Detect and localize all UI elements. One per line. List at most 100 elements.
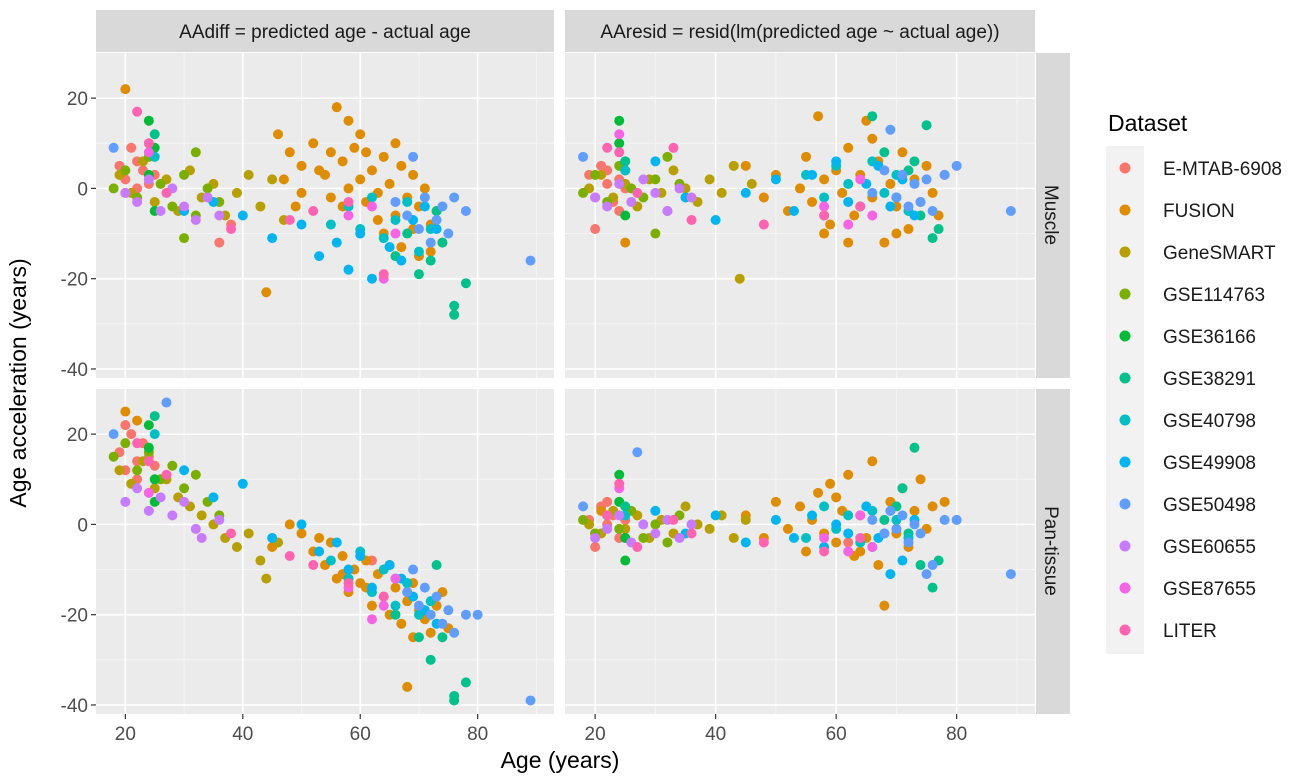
point-FUSION [879,600,890,611]
point-LITER [308,205,319,216]
point-GSE114763 [167,460,178,471]
point-FUSION [337,156,348,167]
panel-muscle_AAdiff [96,53,554,378]
point-E-MTAB-6908 [843,537,854,548]
facet-label-row-1: Muscle [1040,185,1061,245]
point-LITER [632,187,643,198]
point-GSE50498 [419,192,430,203]
point-GSE50498 [885,124,896,135]
point-GSE38291 [425,255,436,266]
point-GSE60655 [602,523,613,534]
point-FUSION [813,111,824,122]
point-GSE49908 [788,532,799,543]
point-FUSION [758,192,769,203]
point-GSE50498 [927,560,938,571]
point-GeneSMART [255,555,266,566]
point-LITER [226,224,237,235]
legend-key-FUSION [1119,204,1131,216]
point-GSE50498 [927,205,938,216]
point-GSE87655 [867,541,878,552]
point-LITER [758,537,769,548]
point-GSE49908 [296,519,307,530]
point-GSE38291 [915,560,926,571]
legend-key-E-MTAB-6908 [1119,162,1131,174]
y-tick-label: 20 [67,89,88,110]
point-GSE50498 [903,201,914,212]
point-LITER [284,215,295,226]
point-GSE50498 [437,201,448,212]
point-GSE60655 [590,532,601,543]
point-GSE114763 [614,523,625,534]
point-GeneSMART [255,201,266,212]
point-GSE50498 [443,228,454,239]
point-LITER [855,201,866,212]
point-GSE38291 [620,501,631,512]
point-FUSION [801,151,812,162]
point-GSE40798 [620,165,631,176]
point-GSE87655 [143,147,154,158]
point-GSE49908 [331,537,342,548]
point-GeneSMART [734,273,745,284]
point-GSE38291 [879,514,890,525]
point-GSE49908 [897,555,908,566]
point-GSE60655 [650,187,661,198]
point-GSE36166 [149,474,160,485]
point-GeneSMART [740,514,751,525]
point-FUSION [843,237,854,248]
point-E-MTAB-6908 [214,237,225,248]
legend-key-GSE40798 [1119,414,1131,426]
point-GSE36166 [620,555,631,566]
point-FUSION [620,237,631,248]
point-GSE114763 [120,438,131,449]
point-GSE60655 [155,205,166,216]
point-FUSION [325,192,336,203]
x-axis-title: Age (years) [501,747,620,773]
point-GSE40798 [149,429,160,440]
point-LITER [819,546,830,557]
point-GSE40798 [402,196,413,207]
point-GSE49908 [396,255,407,266]
point-GSE60655 [179,201,190,212]
point-FUSION [897,147,908,158]
point-GSE49908 [384,560,395,571]
point-GSE50498 [431,215,442,226]
point-GSE60655 [674,532,685,543]
point-GSE38291 [867,111,878,122]
point-GSE60655 [179,496,190,507]
legend-label-E-MTAB-6908: E-MTAB-6908 [1163,159,1282,180]
point-GeneSMART [114,465,125,476]
point-FUSION [825,478,836,489]
point-FUSION [819,174,830,185]
point-GSE36166 [620,210,631,221]
point-LITER [819,210,830,221]
point-LITER [686,215,697,226]
point-GSE38291 [431,560,442,571]
point-GSE60655 [650,528,661,539]
legend-key-LITER [1119,624,1131,636]
point-FUSION [813,487,824,498]
facet-label-col-2: AAresid = resid(lm(predicted age ~ actua… [600,22,999,43]
point-GSE49908 [366,582,377,593]
point-FUSION [325,147,336,158]
point-GSE40798 [378,233,389,244]
point-GSE38291 [933,224,944,235]
legend-key-GSE36166 [1119,330,1131,342]
point-GSE50498 [897,169,908,180]
point-FUSION [909,505,920,516]
point-GSE114763 [108,183,119,194]
y-tick-label: -40 [61,360,88,381]
point-FUSION [308,138,319,149]
point-GSE87655 [343,210,354,221]
legend-key-GeneSMART [1119,246,1131,258]
point-GSE38291 [927,582,938,593]
point-GSE50498 [472,609,483,620]
point-FUSION [801,546,812,557]
point-GSE50498 [408,564,419,575]
point-FUSION [296,528,307,539]
point-GSE114763 [155,178,166,189]
point-GSE38291 [879,147,890,158]
point-FUSION [284,147,295,158]
point-FUSION [867,133,878,144]
point-GSE49908 [740,537,751,548]
point-FUSION [396,618,407,629]
